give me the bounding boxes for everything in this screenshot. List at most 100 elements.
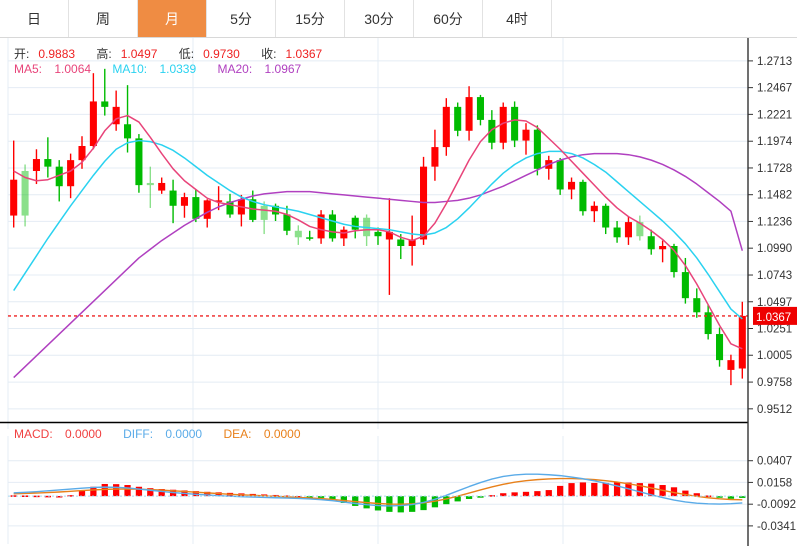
candlestick <box>454 102 462 137</box>
candlestick <box>716 327 724 367</box>
candlestick <box>602 203 610 235</box>
macd-histogram-bar <box>306 496 313 498</box>
candlestick <box>158 177 166 194</box>
candlestick <box>203 199 211 228</box>
macd-histogram-bar <box>648 483 655 497</box>
price-axis-tick-label: 1.2467 <box>757 83 792 95</box>
macd-histogram-bar <box>716 496 723 498</box>
tab-week[interactable]: 周 <box>69 0 138 37</box>
tab-15min[interactable]: 15分 <box>276 0 345 37</box>
macd-histogram-bar <box>135 486 143 497</box>
macd-histogram-bar <box>90 486 97 497</box>
candlestick <box>738 301 746 379</box>
ma5-line <box>13 114 743 350</box>
candlestick <box>112 90 120 131</box>
candlestick-chart-svg: 1.2713 1.2467 1.2221 1.1974 1.1728 1.1482 1.12… <box>0 38 797 546</box>
tab-4hour[interactable]: 4时 <box>483 0 552 37</box>
tab-month[interactable]: 月 <box>138 0 207 37</box>
moving-average-lines <box>13 114 744 379</box>
candlestick <box>169 179 177 224</box>
macd-histogram-bar <box>682 490 689 497</box>
macd-histogram-bar <box>465 496 473 499</box>
price-axis: 1.2713 1.2467 1.2221 1.1974 1.1728 1.1482 1.12… <box>747 38 796 546</box>
price-axis-tick-label: 1.1236 <box>757 216 792 228</box>
candlestick <box>32 149 40 185</box>
candlestick <box>78 136 86 169</box>
candlestick <box>522 123 530 155</box>
macd-histogram-bar <box>591 482 598 497</box>
candlestick <box>283 205 291 236</box>
macd-histogram-bar <box>602 482 609 497</box>
candlestick <box>659 240 667 263</box>
candlestick <box>10 140 18 228</box>
price-axis-tick-label: 0.9512 <box>757 404 792 416</box>
macd-histogram-bar <box>500 493 507 497</box>
macd-histogram-bar <box>124 485 131 497</box>
candlestick <box>568 177 576 200</box>
candlestick <box>340 226 348 246</box>
price-axis-tick-label: 1.1974 <box>757 136 793 148</box>
candlestick <box>67 153 75 199</box>
candlestick <box>613 221 621 243</box>
price-axis-tick-label: 1.0743 <box>757 270 792 282</box>
candlestick <box>101 68 109 116</box>
period-tab-bar: 日周月 5分 15分 30分 60分 4时 <box>0 0 797 38</box>
macd-histogram-bar <box>693 493 700 497</box>
tab-30min[interactable]: 30分 <box>345 0 414 37</box>
macd-histogram-bar <box>727 496 735 499</box>
price-axis-tick-label: 1.0497 <box>757 297 792 309</box>
macd-histogram-bar <box>158 489 165 497</box>
tab-day[interactable]: 日 <box>0 0 69 37</box>
macd-histogram-bar <box>443 496 450 505</box>
candlestick <box>317 210 325 244</box>
price-axis-tick-label: 1.1482 <box>757 190 792 202</box>
price-axis-tick-label: 1.1728 <box>757 163 792 175</box>
current-price-badge: 1.0367 <box>753 306 797 325</box>
macd-histogram-bar <box>454 496 461 502</box>
candlestick <box>21 164 29 227</box>
candlestick <box>420 156 428 245</box>
macd-histogram-bar <box>56 496 63 498</box>
macd-histogram-bar <box>568 483 575 497</box>
candlestick <box>146 166 154 208</box>
macd-histogram-bar <box>329 496 336 501</box>
ma10-line <box>13 139 743 320</box>
candlestick <box>579 179 587 216</box>
candlestick <box>704 304 712 340</box>
candlestick <box>328 210 336 242</box>
candlestick <box>465 86 473 141</box>
macd-histogram-bar <box>579 482 587 497</box>
price-axis-tick-label: 1.0251 <box>757 324 792 336</box>
macd-signal-lines <box>8 473 748 507</box>
candlestick <box>135 134 143 193</box>
price-axis-tick-label: 1.2221 <box>757 109 792 121</box>
macd-histogram-bar <box>534 491 541 497</box>
candlestick <box>545 155 553 180</box>
candlestick <box>636 215 644 241</box>
candlestick <box>55 160 63 202</box>
candlestick <box>226 193 234 218</box>
candlestick <box>442 98 450 156</box>
tab-60min[interactable]: 60分 <box>414 0 483 37</box>
candlestick <box>294 225 302 245</box>
tab-5min[interactable]: 5分 <box>207 0 276 37</box>
macd-histogram-bar <box>739 496 746 498</box>
ma20-line <box>13 152 744 379</box>
chart-area[interactable]: 1.2713 1.2467 1.2221 1.1974 1.1728 1.1482 1.12… <box>0 38 797 546</box>
current-price-badge-label: 1.0367 <box>756 312 791 324</box>
macd-histogram-bar <box>522 491 530 497</box>
macd-histogram-bar <box>204 491 211 497</box>
candlestick <box>590 201 598 223</box>
candlestick <box>624 216 632 245</box>
candlestick <box>260 201 268 235</box>
candlestick <box>556 157 564 195</box>
macd-axis-tick-label: -0.0092 <box>757 499 796 511</box>
macd-histogram-bar <box>670 487 678 497</box>
price-axis-tick-label: 1.2713 <box>757 56 792 68</box>
candlestick <box>476 94 484 126</box>
candlestick <box>431 129 439 181</box>
macd-histogram-bar <box>67 495 74 497</box>
macd-axis-tick-label: -0.0341 <box>757 521 796 533</box>
macd-histogram-bar <box>44 495 51 498</box>
